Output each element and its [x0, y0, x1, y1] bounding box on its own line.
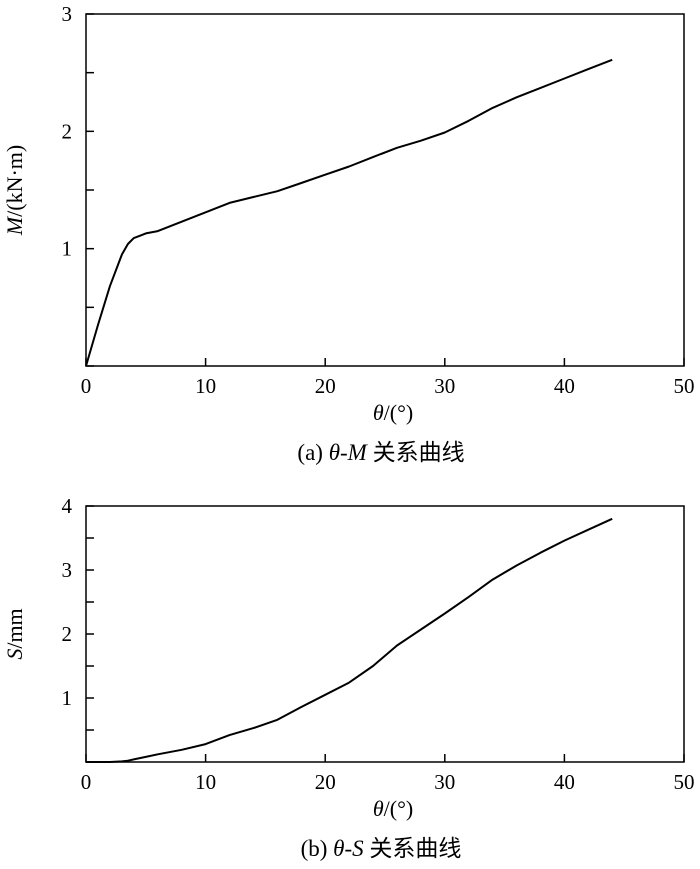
caption-text: 关系曲线	[367, 440, 465, 465]
y-axis-symbol: M	[2, 215, 27, 236]
x-tick-label: 30	[434, 770, 455, 794]
y-axis-label: M/(kN·m)	[2, 145, 27, 236]
caption-symbol: θ-S	[333, 836, 364, 861]
y-tick-label: 3	[62, 558, 73, 582]
y-tick-label: 1	[62, 686, 73, 710]
plot-frame	[85, 505, 685, 763]
x-tick-label: 10	[195, 770, 216, 794]
caption-symbol: θ-M	[329, 440, 369, 465]
chart-panel-b: 0 10 20 30 40 50 1 2 3 4 θ/(°) S/mm (b) θ-S 关系曲线	[0, 480, 700, 869]
chart-caption: (b) θ-S 关系曲线	[301, 836, 462, 861]
x-tick-label: 0	[81, 770, 92, 794]
y-tick-label: 2	[62, 119, 73, 143]
x-axis-unit: /(°)	[384, 796, 414, 821]
y-axis-label: S/mm	[2, 608, 27, 659]
y-tick-label: 1	[62, 237, 73, 261]
x-axis-symbol: θ	[373, 796, 384, 821]
x-tick-label: 20	[315, 374, 336, 398]
x-tick-label: 0	[81, 374, 92, 398]
caption-prefix: (a)	[297, 440, 328, 465]
x-axis-symbol: θ	[373, 400, 384, 425]
x-axis-label: θ/(°)	[373, 400, 413, 425]
chart-a: 0 10 20 30 40 50 1 2 3 θ/(°) M/(kN·m) (a) θ-M 关系曲线	[2, 2, 695, 465]
x-tick-label: 10	[195, 374, 216, 398]
x-tick-label: 50	[674, 770, 695, 794]
x-axis-label: θ/(°)	[373, 796, 413, 821]
x-tick-label: 50	[674, 374, 695, 398]
y-tick-label: 2	[62, 622, 73, 646]
chart-caption: (a) θ-M 关系曲线	[297, 440, 464, 465]
series-line	[86, 517, 613, 763]
x-tick-label: 20	[315, 770, 336, 794]
x-tick-label: 30	[434, 374, 455, 398]
caption-text: 关系曲线	[364, 836, 462, 861]
y-axis-unit: /mm	[2, 608, 27, 648]
chart-panel-a: 0 10 20 30 40 50 1 2 3 θ/(°) M/(kN·m) (a) θ-M 关系曲线	[2, 2, 695, 465]
y-tick-label: 3	[62, 2, 73, 26]
x-tick-label: 40	[554, 770, 575, 794]
y-tick-label: 4	[62, 494, 73, 518]
x-axis-unit: /(°)	[384, 400, 414, 425]
y-axis-unit: /(kN·m)	[2, 145, 27, 217]
chart-b: 0 10 20 30 40 50 1 2 3 4 θ/(°) S/mm (b) θ-S 关系曲线	[2, 494, 695, 861]
y-axis-symbol: S	[2, 649, 27, 660]
caption-prefix: (b)	[301, 836, 334, 861]
series-line	[85, 58, 613, 367]
x-tick-label: 40	[554, 374, 575, 398]
